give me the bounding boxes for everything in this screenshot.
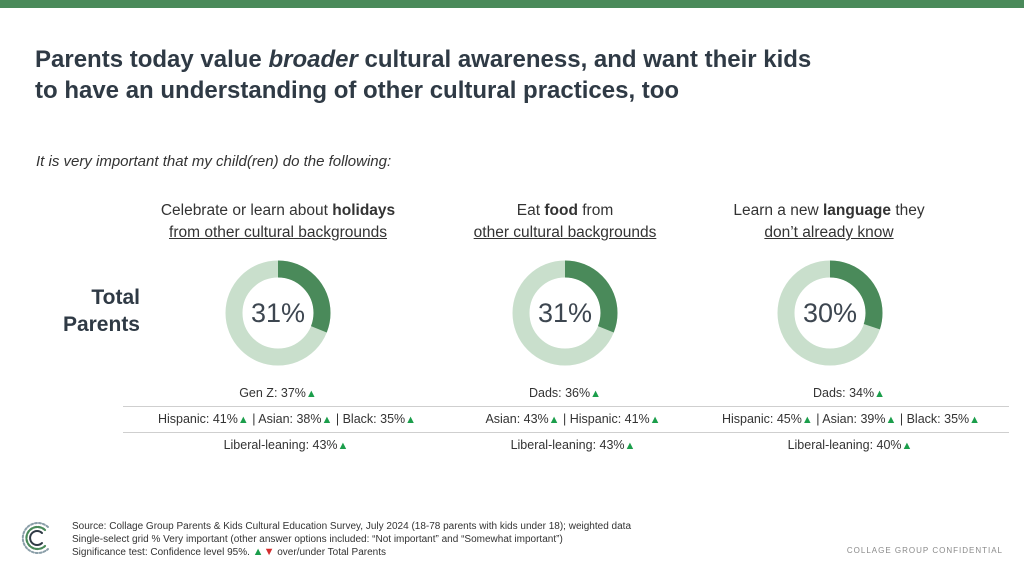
row-label-line-2: Parents <box>62 313 140 336</box>
up-arrow-icon: ▲ <box>969 414 981 426</box>
stat-text: Liberal-leaning: 43% <box>510 438 625 452</box>
stat-row-3-col-2: Liberal-leaning: 43%▲ <box>423 438 723 452</box>
up-arrow-icon: ▲ <box>901 440 913 452</box>
confidential-label: COLLAGE GROUP CONFIDENTIAL <box>846 546 1003 555</box>
donut-svg <box>512 260 618 366</box>
stat-text: | Asian: 38% <box>248 412 322 426</box>
up-arrow-icon: ▲ <box>874 388 886 400</box>
stat-text: | Black: 35% <box>332 412 406 426</box>
heading-bold: language <box>822 202 892 219</box>
column-heading: Eat food from other cultural backgrounds <box>415 200 715 244</box>
up-arrow-icon: ▲ <box>801 414 813 426</box>
subtitle: It is very important that my child(ren) … <box>36 153 392 170</box>
up-arrow-icon: ▲ <box>590 388 602 400</box>
stat-text: Dads: 36% <box>528 386 591 400</box>
stat-text: | Asian: 39% <box>812 412 886 426</box>
logo-svg <box>21 522 49 554</box>
row-label: Total Parents <box>40 284 140 338</box>
up-arrow-icon: ▲ <box>321 414 333 426</box>
stat-row-2-col-1: Hispanic: 41%▲ | Asian: 38%▲ | Black: 35… <box>137 412 437 426</box>
column-food: Eat food from other cultural backgrounds… <box>415 200 715 366</box>
donut-chart: 31% <box>510 258 620 368</box>
up-arrow-icon: ▲ <box>624 440 636 452</box>
title-part: cultural awareness, and want their kids <box>357 46 812 73</box>
title-emphasis: broader <box>268 46 358 73</box>
footnote-source: Source: Collage Group Parents & Kids Cul… <box>72 521 632 532</box>
donut-svg <box>225 260 331 366</box>
donut-svg <box>777 260 883 366</box>
column-language: Learn a new language they don’t already … <box>679 200 979 366</box>
heading-text: Eat <box>516 202 545 219</box>
stat-text: | Hispanic: 41% <box>559 412 650 426</box>
stat-row-1-col-3: Dads: 34%▲ <box>699 386 999 400</box>
column-heading: Learn a new language they don’t already … <box>679 200 979 244</box>
column-heading: Celebrate or learn about holidays from o… <box>128 200 428 244</box>
heading-text: they <box>891 202 925 219</box>
up-arrow-icon: ▲ <box>252 546 264 558</box>
column-holidays: Celebrate or learn about holidays from o… <box>128 200 428 366</box>
divider <box>123 432 1009 433</box>
heading-underlined: from other cultural backgrounds <box>169 224 387 241</box>
stat-text: Dads: 34% <box>812 386 875 400</box>
stat-row-3-col-1: Liberal-leaning: 43%▲ <box>136 438 436 452</box>
donut-value-arc <box>777 260 883 366</box>
up-arrow-icon: ▲ <box>649 414 661 426</box>
donut-chart: 31% <box>223 258 333 368</box>
stat-text: Hispanic: 45% <box>721 412 802 426</box>
row-label-line-1: Total <box>91 286 140 309</box>
title-line-2: to have an understanding of other cultur… <box>35 77 680 104</box>
page-title: Parents today value broader cultural awa… <box>35 44 935 106</box>
heading-text: from <box>577 202 614 219</box>
donut-value-arc <box>225 260 331 366</box>
footnote-significance: Significance test: Confidence level 95%.… <box>72 546 631 560</box>
stat-row-3-col-3: Liberal-leaning: 40%▲ <box>700 438 1000 452</box>
stat-text: | Black: 35% <box>896 412 970 426</box>
heading-underlined: other cultural backgrounds <box>473 224 657 241</box>
stat-text: Gen Z: 37% <box>239 386 306 400</box>
donut-chart: 30% <box>775 258 885 368</box>
heading-bold: holidays <box>332 202 396 219</box>
donut-value-label: 31% <box>537 297 593 328</box>
footnote-question: Single-select grid % Very important (oth… <box>72 533 563 545</box>
stat-row-2-col-2: Asian: 43%▲ | Hispanic: 41%▲ <box>423 412 723 426</box>
up-arrow-icon: ▲ <box>548 414 560 426</box>
donut-value-arc <box>512 260 618 366</box>
heading-text: Learn a new <box>733 202 823 219</box>
heading-underlined: don’t already know <box>764 224 894 241</box>
stat-text: Liberal-leaning: 40% <box>787 438 902 452</box>
collage-group-logo-icon <box>17 519 55 557</box>
top-accent-bar <box>0 0 1024 8</box>
up-arrow-icon: ▲ <box>337 440 349 452</box>
up-arrow-icon: ▲ <box>405 414 417 426</box>
stat-row-1-col-2: Dads: 36%▲ <box>415 386 715 400</box>
stat-text: Asian: 43% <box>485 412 549 426</box>
stat-text: Hispanic: 41% <box>157 412 238 426</box>
up-arrow-icon: ▲ <box>237 414 249 426</box>
heading-text: Celebrate or learn about <box>160 202 333 219</box>
stat-row-1-col-1: Gen Z: 37%▲ <box>128 386 428 400</box>
up-arrow-icon: ▲ <box>885 414 897 426</box>
title-part: Parents today value <box>35 46 269 73</box>
up-arrow-icon: ▲ <box>305 388 317 400</box>
donut-value-label: 31% <box>250 297 306 328</box>
stat-text: Liberal-leaning: 43% <box>223 438 338 452</box>
donut-value-label: 30% <box>802 297 858 328</box>
divider <box>123 406 1009 407</box>
stat-text: Significance test: Confidence level 95%. <box>72 547 253 558</box>
stat-row-2-col-3: Hispanic: 45%▲ | Asian: 39%▲ | Black: 35… <box>701 412 1001 426</box>
heading-bold: food <box>544 202 578 219</box>
stat-text: over/under Total Parents <box>274 547 387 558</box>
footer-notes: Source: Collage Group Parents & Kids Cul… <box>72 521 631 560</box>
down-arrow-icon: ▼ <box>263 546 275 558</box>
